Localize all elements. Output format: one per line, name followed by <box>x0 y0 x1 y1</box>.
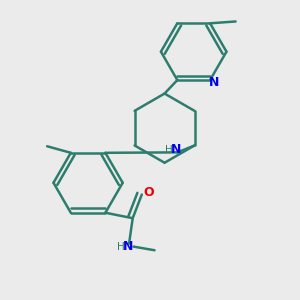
Text: O: O <box>143 186 154 199</box>
Text: N: N <box>170 143 181 156</box>
Text: N: N <box>209 76 220 89</box>
Text: N: N <box>122 240 133 253</box>
Text: H: H <box>117 242 125 252</box>
Text: H: H <box>165 145 173 155</box>
